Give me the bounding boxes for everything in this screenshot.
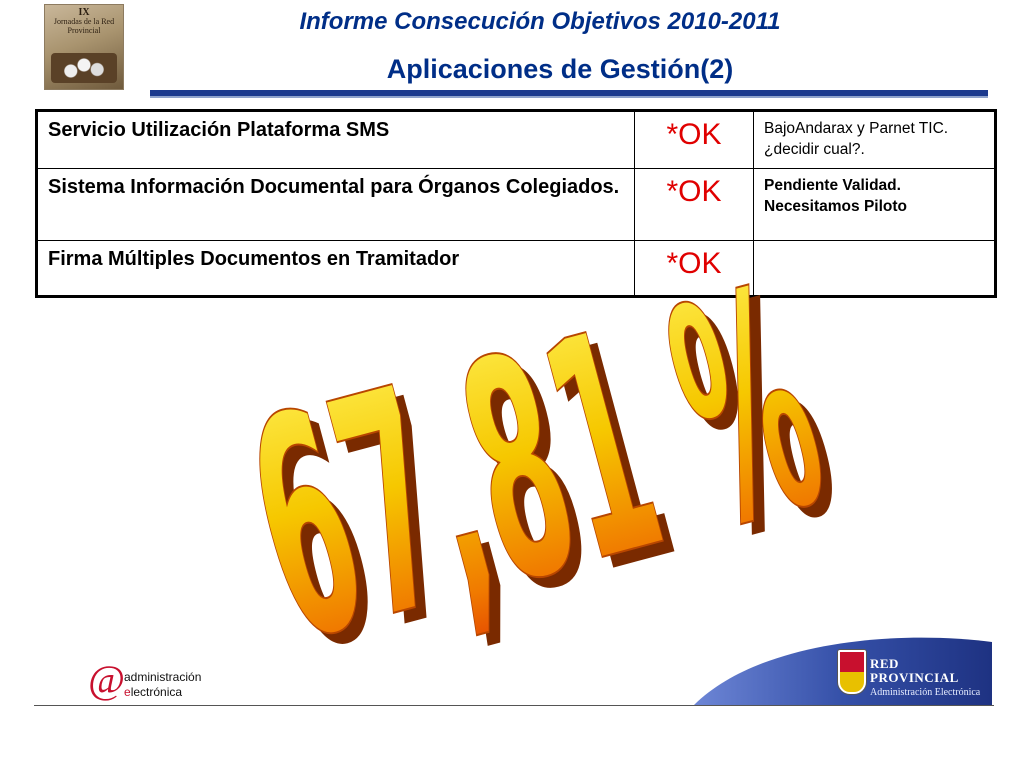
at-sign-icon: @ [88,657,125,702]
footer-divider [34,705,994,706]
status-cell: *OK [634,168,754,241]
administracion-electronica-logo: @ administración electrónica [88,660,228,704]
note-cell [753,240,996,297]
admin-logo-line1: administración [124,670,202,684]
title-divider-shadow [150,96,988,98]
percentage-shadow: 67,81 % [230,234,863,720]
objectives-table: Servicio Utilización Plataforma SMS *OK … [35,109,997,298]
admin-logo-rest: lectrónica [130,685,183,699]
admin-logo-line2: electrónica [124,685,182,699]
service-cell: Sistema Información Documental para Órga… [36,168,635,241]
section-title: Aplicaciones de Gestión(2) [386,54,734,84]
logo-roman: IX [78,7,90,18]
status-cell: *OK [634,110,754,169]
red-provincial-line3: Administración Electrónica [870,687,981,698]
title-divider [150,90,988,96]
service-cell: Firma Múltiples Documentos en Tramitador [36,240,635,297]
event-logo: IX Jornadas de la Red Provincial [44,4,124,90]
report-title: Informe Consecución Objetivos 2010-2011 [299,8,781,35]
document-pile-image [51,53,117,83]
red-provincial-logo: RED PROVINCIAL Administración Electrónic… [836,650,996,706]
note-cell: BajoAndarax y Parnet TIC. ¿decidir cual?… [753,110,996,169]
note-cell: Pendiente Validad. Necesitamos Piloto [753,168,996,241]
table-row: Sistema Información Documental para Órga… [36,168,996,241]
coat-of-arms-icon [838,650,866,694]
status-cell: *OK [634,240,754,297]
admin-logo-e: e [124,685,131,699]
red-provincial-line1: RED [870,656,899,671]
logo-caption: Jornadas de la Red Provincial [53,17,115,35]
table-row: Firma Múltiples Documentos en Tramitador… [36,240,996,297]
red-provincial-line2: PROVINCIAL [870,670,959,685]
table-row: Servicio Utilización Plataforma SMS *OK … [36,110,996,169]
service-cell: Servicio Utilización Plataforma SMS [36,110,635,169]
